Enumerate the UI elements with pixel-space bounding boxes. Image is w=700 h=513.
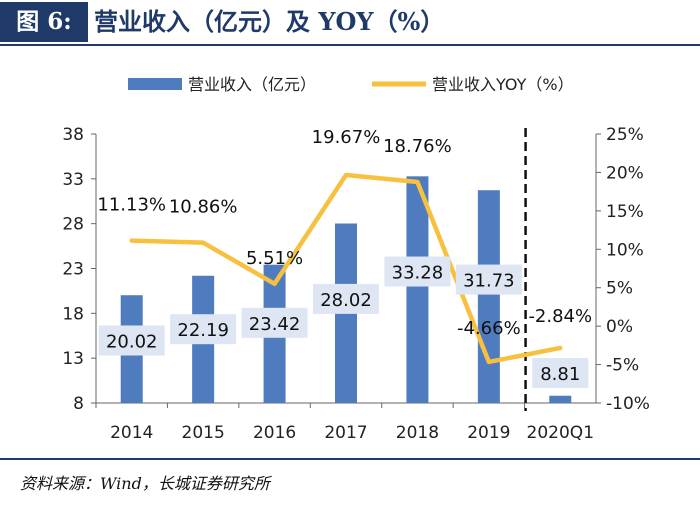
revenue-data-label: 28.02 bbox=[320, 290, 372, 311]
right-axis-tick-label: 15% bbox=[606, 202, 644, 222]
revenue-data-label: 31.73 bbox=[463, 271, 515, 292]
x-axis-tick-label: 2017 bbox=[324, 423, 367, 443]
revenue-label-box bbox=[532, 358, 589, 388]
source-note: 资料来源：Wind，长城证券研究所 bbox=[20, 474, 270, 493]
yoy-data-label: 18.76% bbox=[383, 136, 452, 157]
revenue-label-box bbox=[384, 256, 451, 287]
left-axis-tick-label: 18 bbox=[62, 304, 84, 324]
yoy-data-label: -4.66% bbox=[457, 318, 521, 339]
revenue-label-box bbox=[241, 307, 308, 338]
legend-label-yoy: 营业收入YOY（%） bbox=[432, 75, 574, 94]
revenue-label-box bbox=[98, 325, 165, 356]
left-axis-tick-label: 23 bbox=[62, 260, 84, 280]
legend-swatch-revenue bbox=[128, 78, 182, 90]
right-axis-tick-label: -10% bbox=[606, 394, 650, 414]
right-axis-tick-label: -5% bbox=[606, 356, 639, 376]
footer-divider bbox=[0, 458, 700, 460]
revenue-data-label: 20.02 bbox=[106, 331, 158, 352]
figure-title: 营业收入（亿元）及 YOY（%） bbox=[94, 7, 445, 36]
right-axis-tick-label: 5% bbox=[606, 279, 633, 299]
yoy-data-label: 5.51% bbox=[246, 248, 303, 269]
yoy-data-label: 19.67% bbox=[312, 127, 381, 148]
revenue-yoy-chart: 营业收入（亿元） 营业收入YOY（%） 8 13 18 23 28 33 38 -10% -5% 0%… bbox=[62, 75, 650, 443]
revenue-label-box bbox=[455, 264, 522, 295]
x-axis-tick-label: 2019 bbox=[467, 423, 510, 443]
yoy-data-label: -2.84% bbox=[528, 306, 592, 327]
left-axis-tick-label: 13 bbox=[62, 349, 84, 369]
revenue-label-box bbox=[313, 283, 379, 314]
figure-title-bar: 图 6: 营业收入（亿元）及 YOY（%） bbox=[0, 0, 700, 46]
revenue-data-label: 8.81 bbox=[540, 364, 580, 385]
revenue-bar bbox=[549, 395, 572, 403]
x-axis-tick-label: 2015 bbox=[182, 423, 225, 443]
legend-label-revenue: 营业收入（亿元） bbox=[188, 75, 316, 94]
left-axis-tick-label: 33 bbox=[62, 170, 84, 190]
yoy-data-label: 11.13% bbox=[97, 195, 166, 216]
right-axis-tick-label: 0% bbox=[606, 317, 633, 337]
revenue-label-box bbox=[170, 314, 237, 345]
yoy-data-label: 10.86% bbox=[169, 197, 238, 218]
revenue-data-label: 23.42 bbox=[249, 314, 301, 335]
yoy-series-line bbox=[129, 172, 563, 365]
x-axis-tick-label: 2018 bbox=[396, 423, 439, 443]
revenue-bar bbox=[406, 176, 429, 403]
revenue-data-label: 22.19 bbox=[177, 320, 229, 341]
x-axis-tick-label: 2020Q1 bbox=[527, 423, 594, 443]
right-axis-tick-label: 25% bbox=[606, 125, 644, 145]
title-underline bbox=[0, 44, 700, 46]
revenue-bar bbox=[477, 190, 500, 403]
right-axis-tick-label: 20% bbox=[606, 163, 644, 183]
figure-label: 图 6: bbox=[0, 2, 88, 42]
x-axis-tick-label: 2014 bbox=[110, 423, 153, 443]
x-axis-tick-label: 2016 bbox=[253, 423, 296, 443]
left-axis-tick-label: 28 bbox=[62, 215, 84, 235]
left-axis-tick-label: 38 bbox=[62, 125, 84, 145]
revenue-data-label: 33.28 bbox=[392, 263, 444, 284]
left-axis-tick-label: 8 bbox=[73, 394, 84, 414]
right-axis-tick-label: 10% bbox=[606, 240, 644, 260]
